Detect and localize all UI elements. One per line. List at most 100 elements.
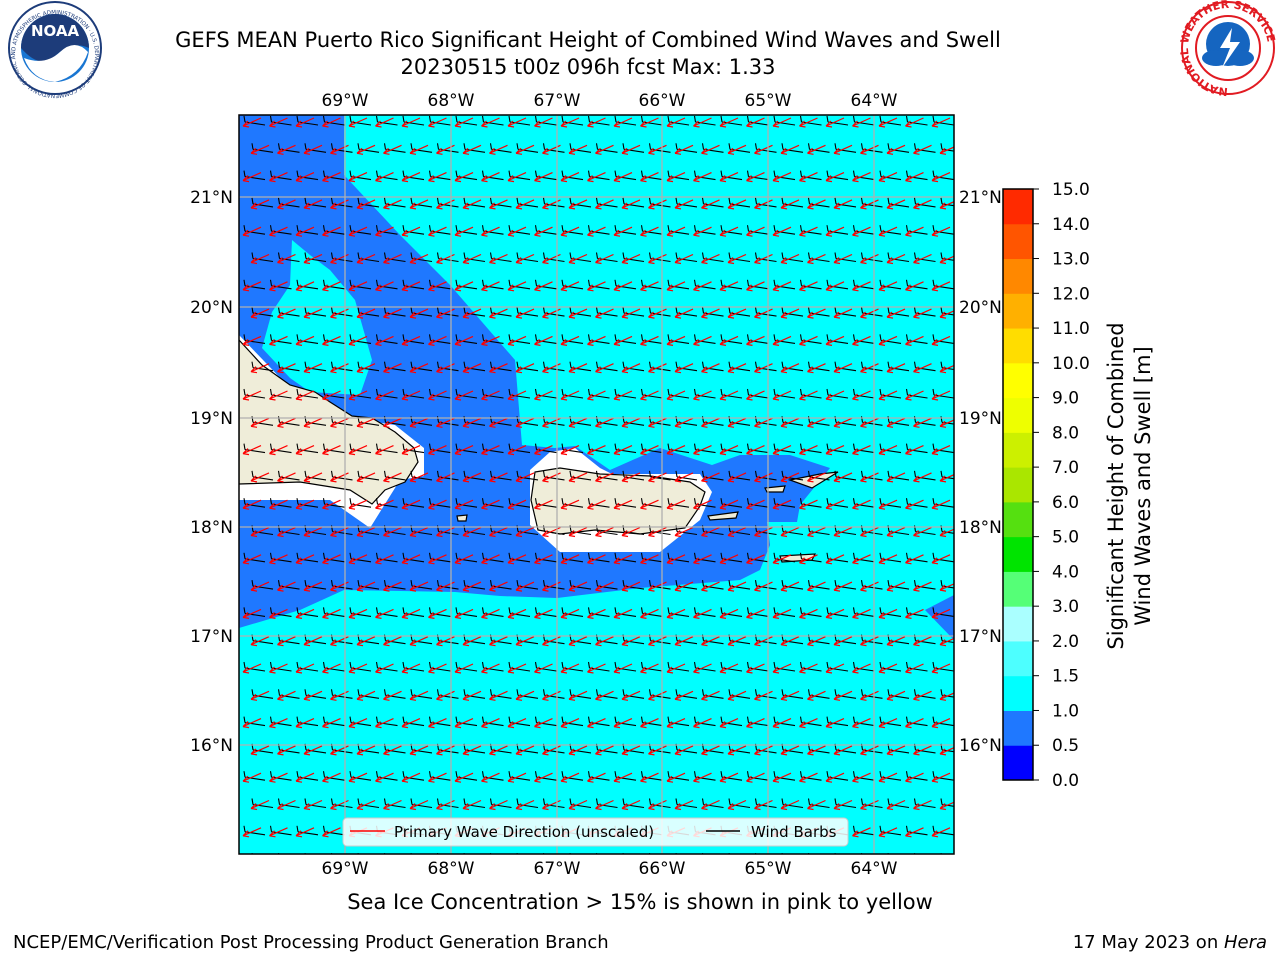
wind-barb [383, 416, 406, 426]
wind-barb [879, 771, 902, 781]
wind-barb [402, 115, 425, 126]
wind-barb [542, 361, 565, 372]
wind-barb [693, 498, 716, 508]
lat-tick-label: 16°N [959, 736, 1002, 756]
wave-direction-arrow [772, 445, 792, 456]
wind-barb [455, 334, 478, 344]
wave-direction-arrow [356, 253, 376, 265]
wave-direction-arrow [375, 663, 394, 674]
wave-direction-arrow [772, 772, 792, 783]
wave-direction-arrow [939, 747, 954, 756]
wind-barb [569, 197, 592, 208]
wind-barb [349, 334, 372, 344]
wind-barb [516, 252, 539, 263]
wind-barb [402, 661, 425, 672]
wind-barb [569, 416, 592, 426]
wave-direction-arrow [242, 499, 262, 510]
wind-barb [436, 252, 459, 263]
wave-direction-arrow [674, 472, 694, 483]
wave-direction-arrow [375, 172, 394, 183]
wave-direction-arrow [939, 310, 954, 319]
wave-direction-arrow [622, 855, 640, 864]
wave-direction-arrow [833, 144, 853, 155]
wind-barb [720, 279, 743, 290]
wind-barb [799, 443, 822, 454]
wind-barb [746, 388, 769, 399]
wave-direction-arrow [808, 855, 826, 864]
wind-barb [701, 252, 724, 263]
wind-barb [887, 197, 910, 208]
wave-direction-arrow [277, 690, 296, 701]
wave-direction-arrow [754, 745, 773, 756]
wave-direction-arrow [295, 172, 315, 183]
wind-barb [269, 388, 292, 399]
wind-barb [746, 661, 769, 672]
wave-direction-arrow [754, 417, 773, 428]
wind-barb [675, 361, 698, 372]
wave-direction-arrow [462, 799, 482, 811]
wave-direction-arrow [746, 226, 765, 237]
wind-barb [728, 689, 751, 699]
wind-barb [296, 771, 319, 781]
wave-direction-arrow [674, 636, 694, 647]
wave-direction-arrow [852, 827, 871, 838]
wave-direction-arrow [356, 308, 376, 319]
wave-direction-arrow [383, 472, 402, 483]
wave-direction-arrow [701, 472, 720, 483]
wind-barb [905, 115, 928, 126]
wave-direction-arrow [807, 144, 826, 155]
wind-barb [728, 361, 751, 372]
wave-direction-arrow [878, 445, 898, 456]
lon-tick-label: 67°W [534, 91, 581, 111]
wave-direction-arrow [595, 199, 614, 210]
wave-direction-arrow [939, 637, 954, 647]
wave-direction-arrow [878, 117, 898, 128]
wind-barb [436, 470, 459, 481]
wave-direction-arrow [481, 663, 500, 674]
wind-barb [322, 552, 345, 563]
map-legend: Primary Wave Direction (unscaled) Wind B… [342, 817, 849, 847]
wind-barb [614, 607, 637, 617]
wind-barb [569, 580, 592, 590]
wave-direction-arrow [833, 690, 853, 701]
wind-barb [357, 416, 380, 426]
wave-direction-arrow [833, 745, 853, 756]
wave-direction-arrow [269, 718, 288, 729]
wind-barb [455, 443, 478, 454]
wave-direction-arrow [295, 554, 315, 565]
wind-barb [807, 307, 830, 317]
wind-barb [330, 361, 353, 372]
wind-barb [455, 170, 478, 181]
wind-barb [675, 307, 698, 317]
wind-barb [322, 443, 345, 454]
wave-direction-arrow [303, 417, 323, 428]
wind-barb [534, 334, 557, 344]
wind-barb [349, 279, 372, 290]
wave-direction-arrow [242, 554, 262, 565]
wave-direction-arrow [242, 663, 262, 674]
wind-barb [569, 143, 592, 153]
wave-direction-arrow [534, 281, 553, 292]
wind-barb [277, 252, 300, 263]
wind-barb [860, 580, 883, 590]
wind-barb [887, 416, 910, 426]
wave-direction-arrow [277, 799, 296, 811]
wave-direction-arrow [348, 335, 368, 346]
wind-barb [614, 170, 637, 181]
wind-barb [781, 580, 804, 590]
wave-direction-arrow [250, 636, 270, 647]
wave-direction-arrow [481, 335, 500, 346]
wave-direction-arrow [295, 445, 315, 456]
wave-direction-arrow [860, 581, 879, 592]
wind-barb [720, 716, 743, 727]
wave-direction-arrow [348, 172, 368, 183]
colorbar-tick-label: 0.5 [1052, 736, 1079, 756]
wave-direction-arrow [878, 772, 898, 783]
wind-barb [489, 798, 512, 809]
wave-direction-arrow [772, 718, 792, 729]
wave-direction-arrow [799, 226, 818, 237]
colorbar-swatch [1003, 432, 1033, 468]
wind-barb [330, 143, 353, 153]
wind-barb [587, 552, 610, 563]
wave-direction-arrow [931, 772, 951, 783]
